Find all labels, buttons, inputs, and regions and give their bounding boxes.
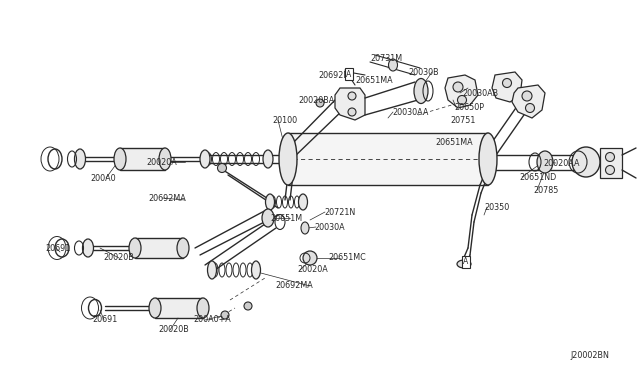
- Ellipse shape: [605, 153, 614, 161]
- Ellipse shape: [129, 238, 141, 258]
- Ellipse shape: [458, 96, 467, 105]
- Bar: [155, 298, 203, 318]
- Ellipse shape: [262, 209, 274, 227]
- Text: 20100: 20100: [272, 115, 297, 125]
- Bar: [120, 148, 165, 170]
- Ellipse shape: [414, 78, 428, 103]
- Text: 20651MC: 20651MC: [328, 253, 365, 263]
- Ellipse shape: [266, 194, 275, 210]
- Ellipse shape: [177, 238, 189, 258]
- Text: 20030A: 20030A: [314, 222, 344, 231]
- Text: A: A: [463, 257, 468, 266]
- Text: 20692MA: 20692MA: [275, 282, 313, 291]
- Ellipse shape: [453, 82, 463, 92]
- Text: 200A0: 200A0: [90, 173, 116, 183]
- Polygon shape: [445, 75, 478, 108]
- Ellipse shape: [457, 260, 471, 268]
- Bar: [600, 148, 622, 178]
- Ellipse shape: [149, 298, 161, 318]
- Ellipse shape: [200, 150, 210, 168]
- Ellipse shape: [502, 78, 511, 87]
- Text: 20692N: 20692N: [318, 71, 349, 80]
- Polygon shape: [492, 72, 522, 102]
- Text: 20030AB: 20030AB: [462, 89, 498, 97]
- Text: 20692MA: 20692MA: [148, 193, 186, 202]
- Ellipse shape: [388, 59, 397, 71]
- Ellipse shape: [537, 151, 553, 173]
- Ellipse shape: [207, 261, 216, 279]
- Polygon shape: [512, 85, 545, 118]
- Ellipse shape: [298, 194, 307, 210]
- Text: 20651ND: 20651ND: [519, 173, 556, 182]
- Ellipse shape: [197, 298, 209, 318]
- Ellipse shape: [572, 147, 600, 177]
- Text: 20350: 20350: [484, 202, 509, 212]
- Bar: [135, 238, 183, 258]
- Text: 20020A: 20020A: [146, 157, 177, 167]
- Text: 20020B: 20020B: [103, 253, 134, 263]
- Text: 20030B: 20030B: [408, 67, 438, 77]
- Text: 20020BA: 20020BA: [298, 96, 334, 105]
- Ellipse shape: [605, 166, 614, 174]
- Ellipse shape: [221, 311, 229, 319]
- Ellipse shape: [159, 148, 171, 170]
- Text: J20002BN: J20002BN: [570, 352, 609, 360]
- Text: 20651MA: 20651MA: [355, 76, 392, 84]
- Text: 20691: 20691: [92, 315, 117, 324]
- Polygon shape: [335, 88, 365, 120]
- Text: 20651M: 20651M: [270, 214, 302, 222]
- Ellipse shape: [252, 261, 260, 279]
- Ellipse shape: [303, 251, 317, 265]
- Text: 20651MA: 20651MA: [435, 138, 472, 147]
- Ellipse shape: [244, 302, 252, 310]
- Ellipse shape: [279, 133, 297, 185]
- Text: 20731M: 20731M: [370, 54, 402, 62]
- Bar: [288, 133, 488, 185]
- Text: 20691: 20691: [45, 244, 70, 253]
- Ellipse shape: [316, 99, 324, 107]
- Text: 20020A: 20020A: [297, 266, 328, 275]
- Ellipse shape: [218, 164, 227, 173]
- Ellipse shape: [479, 133, 497, 185]
- Ellipse shape: [74, 149, 86, 169]
- Ellipse shape: [522, 91, 532, 101]
- Ellipse shape: [301, 222, 309, 234]
- Text: 20020AA: 20020AA: [543, 158, 579, 167]
- Ellipse shape: [525, 103, 534, 112]
- Text: 200A0+A: 200A0+A: [193, 315, 231, 324]
- Text: 20030AA: 20030AA: [392, 108, 428, 116]
- Text: A: A: [346, 70, 351, 78]
- Text: 20785: 20785: [533, 186, 558, 195]
- Ellipse shape: [83, 239, 93, 257]
- Ellipse shape: [348, 92, 356, 100]
- Ellipse shape: [263, 150, 273, 168]
- Text: 20751: 20751: [450, 115, 476, 125]
- Text: 20650P: 20650P: [454, 103, 484, 112]
- Ellipse shape: [114, 148, 126, 170]
- Text: 20721N: 20721N: [324, 208, 355, 217]
- Ellipse shape: [348, 108, 356, 116]
- Text: 20020B: 20020B: [158, 326, 189, 334]
